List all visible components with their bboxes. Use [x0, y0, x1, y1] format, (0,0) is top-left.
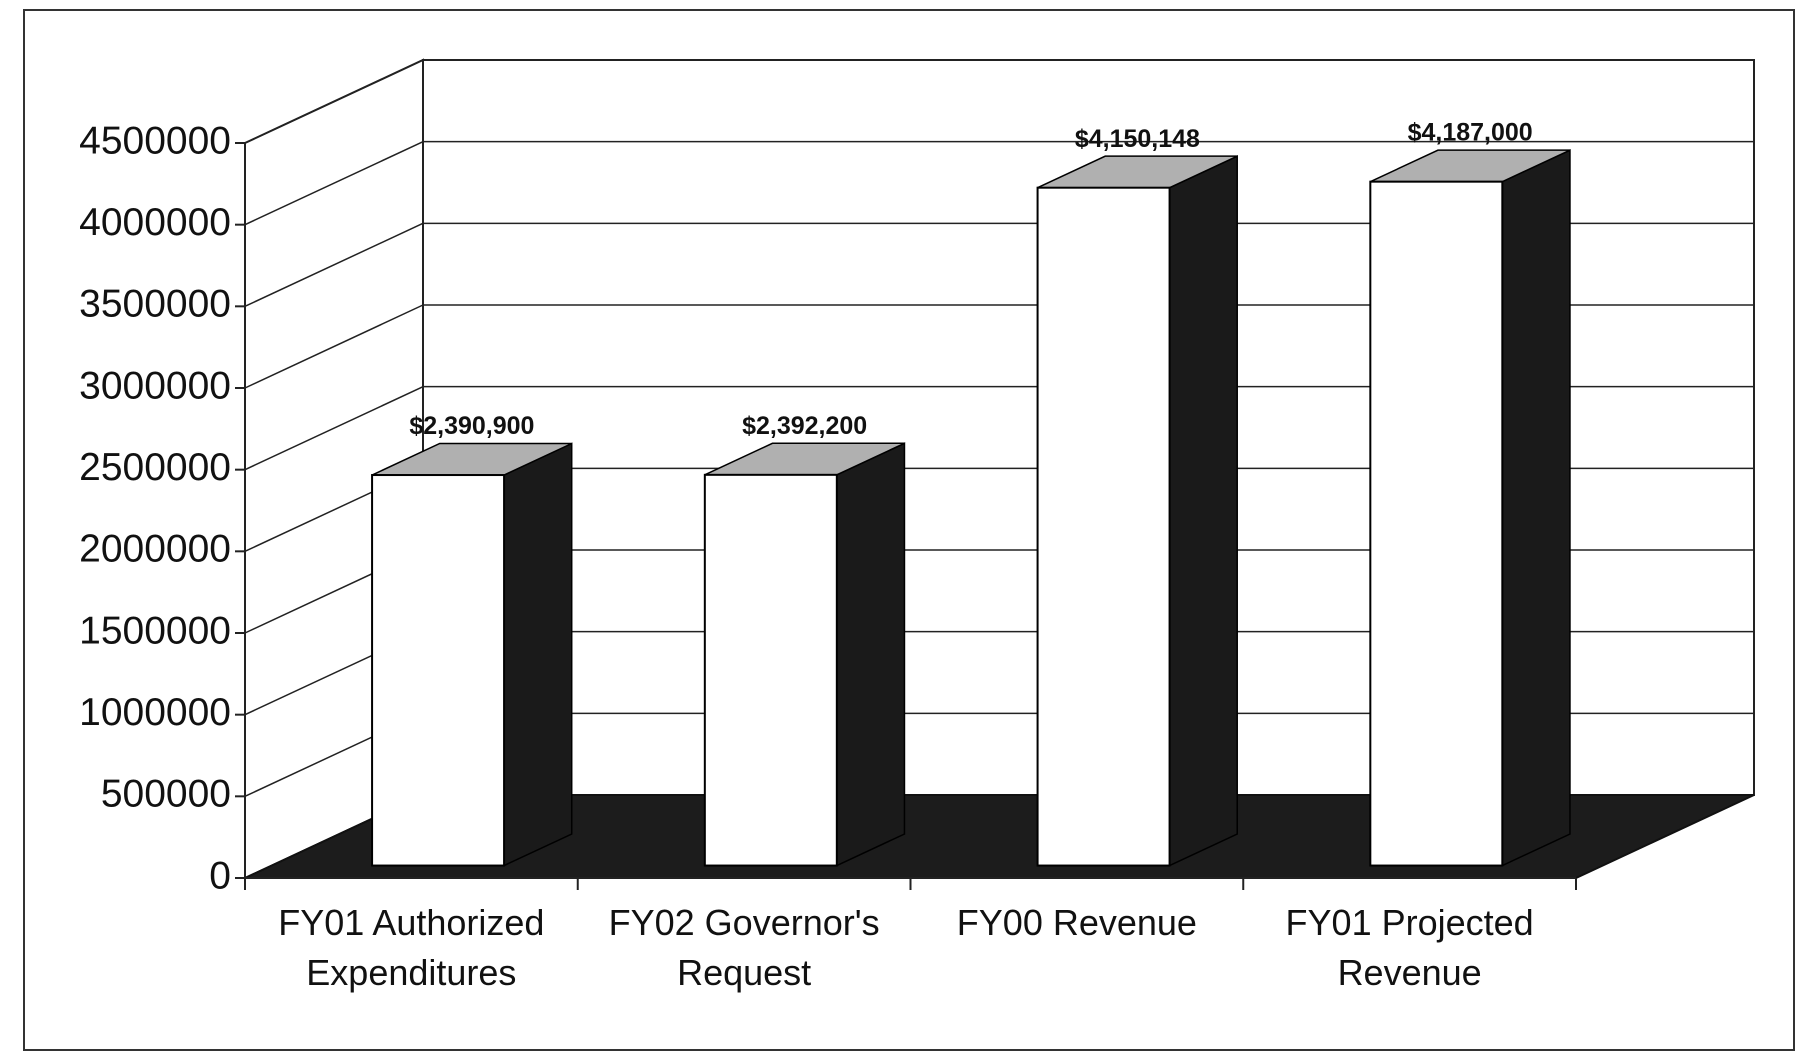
x-tick-label: FY01 Authorized Expenditures	[278, 902, 545, 993]
value-label: $2,392,200	[742, 412, 867, 440]
bar	[1369, 180, 1504, 867]
y-tick-label: 0	[209, 854, 231, 897]
grid-line	[244, 140, 424, 226]
value-label: $4,187,000	[1408, 119, 1533, 147]
y-tick-label: 500000	[101, 773, 231, 816]
bar-side	[1501, 148, 1571, 867]
y-tick-label: 2500000	[79, 446, 231, 489]
x-tick-label: FY01 Projected Revenue	[1285, 902, 1534, 993]
y-tick-label: 1000000	[79, 691, 231, 734]
bar-side	[503, 442, 573, 867]
y-tick-label: 4500000	[79, 119, 231, 162]
y-tick-label: 4000000	[79, 201, 231, 244]
bar	[371, 474, 506, 867]
value-label: $2,390,900	[409, 412, 534, 440]
y-tick-label: 2000000	[79, 528, 231, 571]
grid-line	[244, 385, 424, 471]
y-tick-label: 3000000	[79, 364, 231, 407]
grid-line	[244, 304, 424, 389]
frame	[23, 9, 1795, 1051]
grid-line	[244, 222, 424, 308]
bar	[703, 473, 838, 867]
bar-side	[836, 442, 906, 867]
y-tick-label: 1500000	[79, 609, 231, 652]
bar	[1036, 186, 1171, 867]
y-tick-label: 3500000	[79, 283, 231, 326]
x-tick-label: FY00 Revenue	[956, 902, 1197, 943]
value-label: $4,150,148	[1075, 125, 1200, 153]
grid-line	[244, 59, 424, 144]
x-tick-label: FY02 Governor's Request	[608, 902, 880, 993]
bar-side	[1168, 154, 1238, 867]
